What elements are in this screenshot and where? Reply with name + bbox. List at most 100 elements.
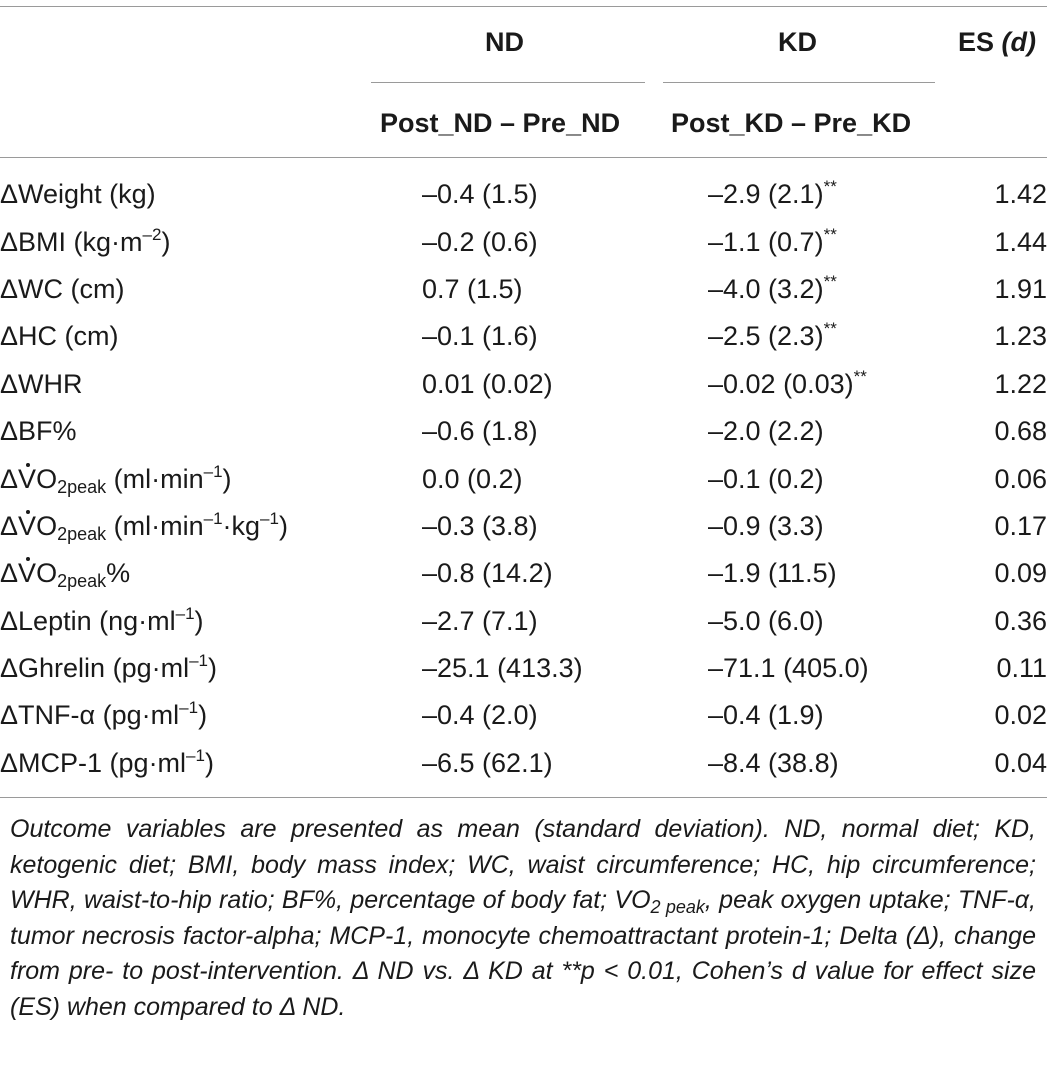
significance-marker: **	[823, 271, 837, 291]
row-nd-value: –0.2 (0.6)	[380, 218, 670, 265]
row-label-label-after: )	[198, 700, 208, 731]
kd-value-text: –0.9 (3.3)	[708, 510, 824, 541]
row-label-label-after: %	[106, 558, 131, 589]
kd-value-text: –2.0 (2.2)	[708, 416, 824, 447]
row-label: ΔBF%	[0, 408, 380, 455]
row-kd-value: –4.0 (3.2)**	[670, 266, 960, 313]
row-kd-value: –0.1 (0.2)	[670, 455, 960, 502]
row-label-label: ΔBF%	[0, 416, 77, 447]
row-nd-value: –0.4 (1.5)	[380, 171, 670, 218]
row-label: ΔVO2peak (ml·min–1)	[0, 455, 380, 502]
row-label-label: ΔVO	[0, 557, 58, 589]
row-label-label-sup2: –1	[260, 508, 279, 528]
row-es-value: 1.42	[994, 179, 1047, 210]
nd-value-text: –0.6 (1.8)	[422, 416, 538, 447]
nd-value-text: –0.1 (1.6)	[422, 321, 538, 352]
row-label-label-sup: –1	[203, 508, 223, 528]
row-label: ΔVO2peak (ml·min–1·kg–1)	[0, 503, 380, 550]
row-label-label: ΔVO	[0, 509, 58, 541]
row-label-label: ΔTNF-α (pg·ml	[0, 700, 180, 731]
row-nd-value: –2.7 (7.1)	[380, 598, 670, 645]
row-label-label: ΔHC (cm)	[0, 321, 119, 352]
nd-group-rule	[371, 82, 645, 83]
row-label: ΔHC (cm)	[0, 313, 380, 360]
row-label-label-after: )	[161, 226, 171, 257]
row-nd-value: –6.5 (62.1)	[380, 740, 670, 787]
nd-value-text: –0.4 (2.0)	[422, 700, 538, 731]
table-row: ΔLeptin (ng·ml–1) –2.7 (7.1) –5.0 (6.0) 0.3…	[0, 598, 1047, 645]
row-nd-value: –0.1 (1.6)	[380, 313, 670, 360]
row-es-value: 0.11	[996, 653, 1047, 684]
row-es-value: 1.22	[994, 368, 1047, 399]
row-es-value: 0.02	[994, 700, 1047, 731]
kd-value-text: –2.9 (2.1)	[708, 179, 824, 210]
kd-value-text: –8.4 (38.8)	[708, 747, 839, 778]
row-nd-value: 0.0 (0.2)	[380, 455, 670, 502]
row-nd-value: –0.4 (2.0)	[380, 692, 670, 739]
table-row: ΔTNF-α (pg·ml–1) –0.4 (2.0) –0.4 (1.9) 0.02	[0, 692, 1047, 739]
row-label-label-sub: 2peak	[57, 476, 107, 497]
row-label-label-after: )	[204, 747, 214, 778]
row-es-value: 1.23	[994, 321, 1047, 352]
kd-value-text: –71.1 (405.0)	[708, 653, 869, 684]
significance-marker: **	[853, 366, 867, 386]
kd-value-text: –0.1 (0.2)	[708, 463, 824, 494]
row-kd-value: –5.0 (6.0)	[670, 598, 960, 645]
row-label: ΔWHR	[0, 361, 380, 408]
nd-value-text: 0.01 (0.02)	[422, 368, 553, 399]
table-row: ΔVO2peak (ml·min–1·kg–1) –0.3 (3.8) –0.9 (…	[0, 503, 1047, 550]
nd-value-text: –0.2 (0.6)	[422, 226, 538, 257]
row-nd-value: –0.8 (14.2)	[380, 550, 670, 597]
row-kd-value: –1.1 (0.7)**	[670, 218, 960, 265]
row-label-label: ΔMCP-1 (pg·ml	[0, 747, 187, 778]
v-dot-glyph: V	[18, 509, 37, 541]
row-es-value: 0.09	[994, 558, 1047, 589]
nd-value-text: –0.3 (3.8)	[422, 510, 538, 541]
table-row: ΔHC (cm) –0.1 (1.6) –2.5 (2.3)** 1.23	[0, 313, 1047, 360]
kd-value-text: –2.5 (2.3)	[708, 321, 824, 352]
kd-group-rule	[663, 82, 935, 83]
row-label-label: ΔBMI (kg·m	[0, 226, 143, 257]
row-label: ΔWeight (kg)	[0, 171, 380, 218]
row-label-label-after3: )	[278, 510, 288, 541]
header-es: ES (d)	[958, 26, 1036, 58]
table-row: ΔBF% –0.6 (1.8) –2.0 (2.2) 0.68	[0, 408, 1047, 455]
significance-marker: **	[823, 177, 837, 197]
row-label-label-sup: –1	[175, 603, 195, 623]
row-label-label-after: )	[208, 653, 218, 684]
table-row: ΔBMI (kg·m–2) –0.2 (0.6) –1.1 (0.7)** 1.44	[0, 218, 1047, 265]
footnote-sub: 2 peak	[650, 897, 705, 918]
row-label-label-after2: )	[222, 463, 232, 494]
v-dot-glyph: V	[18, 462, 37, 494]
row-nd-value: –0.3 (3.8)	[380, 503, 670, 550]
row-label-label-sup: –2	[142, 224, 162, 244]
table-row: ΔGhrelin (pg·ml–1) –25.1 (413.3) –71.1 (40…	[0, 645, 1047, 692]
row-es-value: 1.44	[994, 226, 1047, 257]
table-row: ΔVO2peak (ml·min–1) 0.0 (0.2) –0.1 (0.2) 0.…	[0, 455, 1047, 502]
row-kd-value: –0.9 (3.3)	[670, 503, 960, 550]
row-label: ΔMCP-1 (pg·ml–1)	[0, 740, 380, 787]
table-row: ΔWeight (kg) –0.4 (1.5) –2.9 (2.1)** 1.42	[0, 171, 1047, 218]
kd-value-text: –1.9 (11.5)	[708, 558, 837, 589]
table-row: ΔMCP-1 (pg·ml–1) –6.5 (62.1) –8.4 (38.8) 0.…	[0, 740, 1047, 787]
row-label-label: ΔWeight (kg)	[0, 179, 156, 210]
row-label-label-sup: –1	[203, 461, 223, 481]
footnote-part1: Outcome variables are presented as mean …	[10, 815, 1036, 915]
row-es-value: 0.04	[994, 747, 1047, 778]
kd-value-text: –5.0 (6.0)	[708, 605, 824, 636]
nd-value-text: –25.1 (413.3)	[422, 653, 583, 684]
v-dot-glyph: V	[18, 557, 37, 589]
row-label-label: ΔGhrelin (pg·ml	[0, 653, 190, 684]
kd-value-text: –1.1 (0.7)	[708, 226, 824, 257]
table-bottom-rule	[0, 797, 1047, 798]
row-label-label-sup: –1	[179, 698, 199, 718]
row-kd-value: –2.9 (2.1)**	[670, 171, 960, 218]
row-es-value: 0.17	[994, 510, 1047, 541]
row-label: ΔWC (cm)	[0, 266, 380, 313]
row-label-label-after: (ml·min	[106, 463, 204, 494]
data-table: ΔWeight (kg) –0.4 (1.5) –2.9 (2.1)** 1.42 ΔB…	[0, 171, 1047, 787]
table-row: ΔVO2peak% –0.8 (14.2) –1.9 (11.5) 0.09	[0, 550, 1047, 597]
table-row: ΔWHR 0.01 (0.02) –0.02 (0.03)** 1.22	[0, 361, 1047, 408]
header-es-label: ES	[958, 27, 995, 57]
significance-marker: **	[823, 319, 837, 339]
